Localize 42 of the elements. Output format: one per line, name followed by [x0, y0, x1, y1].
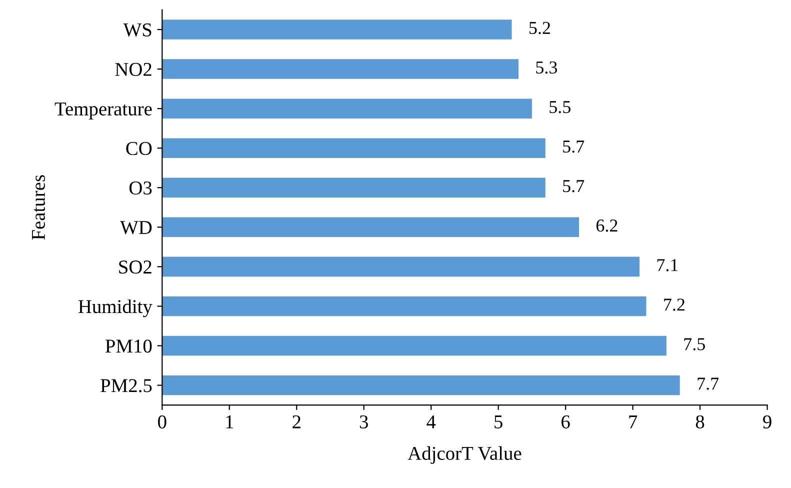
y-tick-label: O3	[129, 182, 152, 195]
x-tick-label: 8	[696, 415, 704, 428]
bar	[162, 178, 546, 198]
x-tick-label: 9	[763, 415, 772, 428]
data-label: 7.7	[698, 378, 719, 390]
x-tick-label: 3	[360, 415, 368, 428]
data-label: 5.2	[529, 22, 550, 34]
y-tick-label: SO2	[119, 260, 152, 274]
data-label: 7.5	[684, 338, 705, 350]
y-tick-label: Humidity	[78, 299, 152, 318]
data-label: 7.1	[657, 259, 678, 272]
y-tick-label: WS	[123, 23, 152, 37]
x-tick-label: 7	[629, 416, 638, 428]
x-axis-title: AdjcorT Value	[408, 446, 522, 464]
data-label: 5.7	[563, 140, 584, 153]
data-label: 5.7	[563, 180, 584, 192]
bar	[162, 98, 532, 118]
x-tick-label: 4	[426, 415, 436, 428]
y-tick-label: NO2	[115, 62, 152, 76]
y-tick-label: PM2.5	[100, 379, 152, 392]
bar	[162, 256, 640, 277]
y-axis-title: Features	[32, 175, 45, 240]
bar	[162, 59, 518, 79]
bar	[162, 138, 546, 158]
bar	[162, 375, 680, 396]
x-tick-label: 1	[226, 415, 234, 428]
y-tick-label: Temperature	[54, 102, 152, 120]
y-tick-label: CO	[126, 142, 152, 156]
x-tick-label: 6	[562, 415, 570, 428]
bar	[162, 20, 512, 40]
data-label: 5.3	[536, 61, 558, 74]
x-tick-label: 0	[158, 415, 166, 428]
data-label: 5.5	[550, 101, 570, 114]
data-label: 7.2	[664, 298, 684, 311]
bar	[162, 217, 580, 238]
x-tick-label: 2	[292, 415, 300, 428]
y-tick-label: PM10	[105, 340, 152, 353]
data-label: 6.2	[596, 220, 618, 232]
x-tick-label: 5	[494, 416, 502, 428]
y-tick-label: WD	[120, 221, 152, 234]
bar	[162, 336, 666, 356]
bar	[162, 296, 646, 316]
